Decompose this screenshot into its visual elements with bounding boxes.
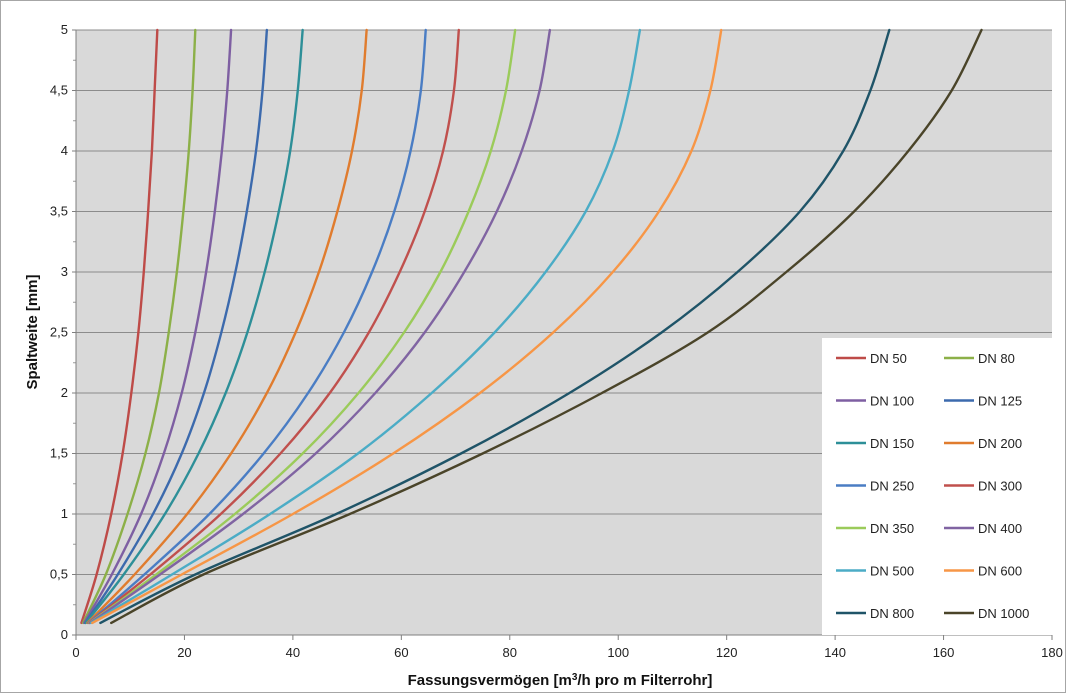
- legend-label-dn-150: DN 150: [870, 436, 914, 451]
- legend-label-dn-100: DN 100: [870, 394, 914, 409]
- y-tick-label: 1,5: [50, 446, 68, 461]
- legend-label-dn-200: DN 200: [978, 436, 1022, 451]
- x-axis-title-rest: /h pro m Filterrohr]: [577, 672, 712, 689]
- y-axis-title: Spaltweite [mm]: [24, 274, 41, 389]
- legend-label-dn-80: DN 80: [978, 351, 1015, 366]
- legend-label-dn-50: DN 50: [870, 351, 907, 366]
- x-tick-label: 0: [72, 645, 79, 660]
- tick-labels: 0 0,5 1 1,5 2 2,5 3 3,5 4 4,5 5 0 20 40 60 80 100 120 140 1…: [50, 22, 1063, 660]
- series-line-dn-350: [88, 28, 517, 625]
- series-line-dn-100: [82, 28, 233, 625]
- series-line-dn-80: [81, 28, 197, 625]
- x-tick-label: 140: [824, 645, 846, 660]
- x-axis-title-main: Fassungsvermögen [m: [408, 672, 572, 689]
- series-line-dn-250: [87, 28, 427, 625]
- y-tick-label: 0: [61, 627, 68, 642]
- series-line-dn-800: [99, 28, 891, 625]
- x-tick-label: 60: [394, 645, 408, 660]
- x-tick-label: 160: [933, 645, 955, 660]
- series-line-dn-50: [80, 28, 159, 625]
- series-line-dn-125: [84, 28, 269, 625]
- legend-label-dn-500: DN 500: [870, 564, 914, 579]
- x-tick-label: 100: [607, 645, 629, 660]
- y-tick-label: 2,5: [50, 325, 68, 340]
- series-line-dn-1000: [110, 28, 983, 625]
- legend-label-dn-300: DN 300: [978, 479, 1022, 494]
- legend-label-dn-600: DN 600: [978, 564, 1022, 579]
- series-line-dn-600: [91, 28, 723, 625]
- legend: DN 50 DN 80 DN 100 DN 125 DN 150 DN 200 DN 250…: [822, 338, 1052, 635]
- y-tick-label: 4,5: [50, 83, 68, 98]
- x-tick-label: 20: [177, 645, 191, 660]
- y-tick-label: 2: [61, 385, 68, 400]
- x-tick-label: 120: [716, 645, 738, 660]
- series-lines: [80, 28, 983, 625]
- x-tick-label: 80: [503, 645, 517, 660]
- y-tick-label: 4: [61, 143, 68, 158]
- y-tick-label: 3: [61, 264, 68, 279]
- y-tick-label: 1: [61, 506, 68, 521]
- x-axis-title-superscript: 3: [572, 672, 578, 683]
- series-line-dn-150: [84, 28, 304, 625]
- series-line-dn-500: [89, 28, 642, 625]
- y-tick-label: 0,5: [50, 567, 68, 582]
- x-tick-label: 40: [286, 645, 300, 660]
- legend-label-dn-800: DN 800: [870, 606, 914, 621]
- legend-label-dn-400: DN 400: [978, 521, 1022, 536]
- legend-label-dn-250: DN 250: [870, 479, 914, 494]
- y-tick-label: 5: [61, 22, 68, 37]
- legend-label-dn-1000: DN 1000: [978, 606, 1029, 621]
- legend-label-dn-125: DN 125: [978, 394, 1022, 409]
- x-axis-title: Fassungsvermögen [m3/h pro m Filterrohr]: [408, 672, 713, 690]
- series-line-dn-200: [86, 28, 368, 625]
- series-line-dn-400: [88, 28, 552, 625]
- series-line-dn-300: [87, 28, 461, 625]
- legend-label-dn-350: DN 350: [870, 521, 914, 536]
- x-tick-label: 180: [1041, 645, 1063, 660]
- y-tick-label: 3,5: [50, 204, 68, 219]
